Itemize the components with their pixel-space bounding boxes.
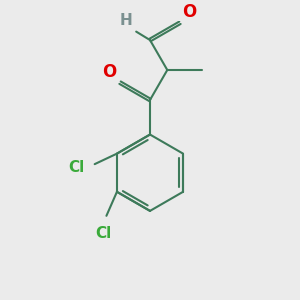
Text: Cl: Cl (95, 226, 111, 241)
Text: Cl: Cl (68, 160, 84, 175)
Text: O: O (182, 3, 196, 21)
Text: O: O (103, 63, 117, 81)
Text: H: H (119, 13, 132, 28)
